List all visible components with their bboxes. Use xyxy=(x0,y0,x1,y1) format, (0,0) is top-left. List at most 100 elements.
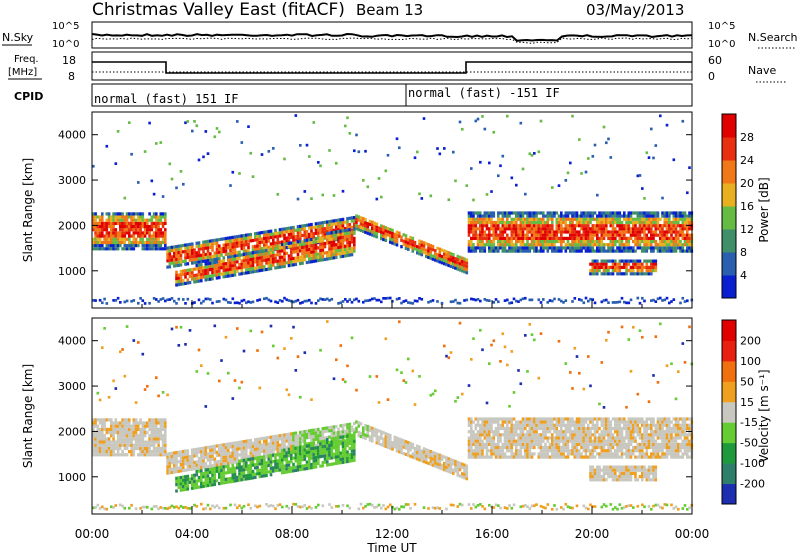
heatmap-cell xyxy=(668,239,671,244)
heatmap-cell xyxy=(533,152,536,155)
heatmap-cell xyxy=(497,224,500,228)
heatmap-cell xyxy=(614,249,617,253)
heatmap-cell xyxy=(119,453,122,457)
heatmap-cell xyxy=(206,252,210,256)
heatmap-cell xyxy=(292,456,295,460)
heatmap-cell xyxy=(393,445,397,449)
heatmap-cell xyxy=(312,232,316,236)
heatmap-cell xyxy=(231,467,235,471)
heatmap-cell xyxy=(119,237,122,241)
heatmap-cell xyxy=(616,214,619,218)
heatmap-cell xyxy=(569,227,572,231)
heatmap-cell xyxy=(317,252,320,256)
heatmap-cell xyxy=(458,268,462,272)
heatmap-cell xyxy=(211,457,214,461)
heatmap-cell xyxy=(389,234,392,238)
heatmap-cell xyxy=(474,233,478,237)
heatmap-cell xyxy=(254,260,257,264)
heatmap-cell xyxy=(526,230,529,234)
heatmap-cell xyxy=(303,451,307,455)
heatmap-cell xyxy=(593,265,597,269)
heatmap-cell xyxy=(679,224,682,228)
heatmap-cell xyxy=(256,459,259,463)
heatmap-cell xyxy=(503,239,507,244)
heatmap-cell xyxy=(386,436,390,440)
heatmap-cell xyxy=(589,211,592,215)
heatmap-cell xyxy=(152,247,156,251)
heatmap-cell xyxy=(555,249,559,253)
heatmap-cell xyxy=(110,247,113,251)
heatmap-cell xyxy=(227,264,230,269)
heatmap-cell xyxy=(269,324,273,328)
heatmap-cell xyxy=(339,435,343,439)
heatmap-cell xyxy=(112,450,115,454)
heatmap-cell xyxy=(463,299,466,302)
heatmap-cell xyxy=(231,479,235,483)
heatmap-cell xyxy=(335,230,338,234)
heatmap-cell xyxy=(533,220,536,225)
heatmap-cell xyxy=(238,472,241,476)
heatmap-cell xyxy=(368,502,372,506)
heatmap-cell xyxy=(229,252,232,256)
heatmap-cell xyxy=(485,224,489,228)
heatmap-cell xyxy=(312,431,316,435)
heatmap-cell xyxy=(341,435,345,439)
heatmap-cell xyxy=(128,221,131,225)
heatmap-cell xyxy=(346,250,349,254)
heatmap-cell xyxy=(659,236,662,240)
heatmap-cell xyxy=(641,217,644,221)
heatmap-cell xyxy=(202,243,205,247)
heatmap-cell xyxy=(285,451,289,455)
heatmap-cell xyxy=(305,507,309,510)
heatmap-cell xyxy=(308,241,311,245)
heatmap-cell xyxy=(348,253,352,257)
heatmap-cell xyxy=(155,434,158,438)
heatmap-cell xyxy=(584,296,588,300)
heatmap-cell xyxy=(319,464,322,468)
heatmap-cell xyxy=(380,233,383,237)
heatmap-cell xyxy=(623,230,626,234)
heatmap-cell xyxy=(346,226,349,230)
heatmap-cell xyxy=(143,450,147,454)
heatmap-cell xyxy=(368,375,372,378)
heatmap-cell xyxy=(557,217,561,221)
heatmap-cell xyxy=(98,228,102,232)
colorbar-tick-label: 20 xyxy=(740,177,754,190)
heatmap-cell xyxy=(164,506,167,510)
heatmap-cell xyxy=(152,450,156,454)
heatmap-cell xyxy=(492,211,496,215)
heatmap-cell xyxy=(404,234,408,238)
heatmap-cell xyxy=(265,470,268,474)
heatmap-cell xyxy=(278,256,282,260)
heatmap-cell xyxy=(494,249,498,253)
heatmap-cell xyxy=(303,242,307,246)
heatmap-cell xyxy=(411,246,415,250)
heatmap-cell xyxy=(620,233,624,237)
heatmap-cell xyxy=(155,453,158,457)
heatmap-cell xyxy=(231,397,235,400)
heatmap-cell xyxy=(571,249,574,253)
heatmap-cell xyxy=(398,443,401,447)
heatmap-cell xyxy=(265,442,268,446)
heatmap-cell xyxy=(134,421,138,425)
heatmap-cell xyxy=(429,244,433,248)
heatmap-cell xyxy=(537,233,541,237)
heatmap-cell xyxy=(296,355,300,358)
heatmap-cell xyxy=(227,442,230,446)
heatmap-cell xyxy=(274,462,277,466)
heatmap-cell xyxy=(294,441,298,445)
heatmap-cell xyxy=(218,466,221,470)
heatmap-cell xyxy=(357,434,361,438)
heatmap-cell xyxy=(116,450,120,454)
heatmap-cell xyxy=(103,434,106,438)
heatmap-cell xyxy=(337,252,340,256)
heatmap-cell xyxy=(139,421,142,425)
heatmap-cell xyxy=(213,238,217,242)
heatmap-cell xyxy=(353,422,356,426)
heatmap-cell xyxy=(251,460,255,464)
heatmap-cell xyxy=(380,436,383,440)
heatmap-cell xyxy=(330,237,334,241)
heatmap-cell xyxy=(143,228,147,232)
heatmap-cell xyxy=(526,243,529,247)
heatmap-cell xyxy=(474,249,478,253)
